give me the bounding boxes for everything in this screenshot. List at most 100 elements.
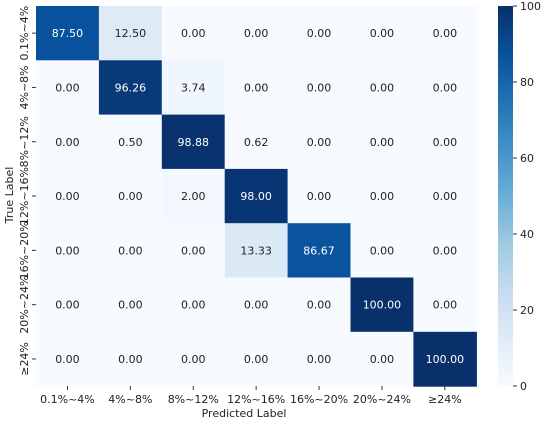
cell-value-label: 0.00 bbox=[370, 81, 395, 94]
cell-value-label: 13.33 bbox=[240, 244, 272, 257]
heatmap-cells: 87.50 12.50 0.00 0.00 0.00 0.00 0.00 0.00 96.26 3… bbox=[36, 6, 477, 387]
heatmap-cell bbox=[98, 168, 163, 224]
heatmap-cell bbox=[287, 60, 352, 116]
cell-value-label: 0.00 bbox=[433, 136, 458, 149]
heatmap-cell bbox=[224, 60, 289, 116]
heatmap-cell bbox=[350, 60, 414, 116]
y-tick-label: 16%~20% bbox=[18, 221, 31, 279]
heatmap-cell bbox=[413, 277, 477, 333]
cell-value-label: 0.00 bbox=[244, 81, 269, 94]
x-axis-ticks: 0.1%~4% 4%~8% 8%~12% 12%~16% 16%~20% 20%~24% ≥… bbox=[40, 386, 462, 406]
heatmap-cell bbox=[413, 331, 477, 387]
cell-value-label: 0.00 bbox=[118, 299, 143, 312]
cell-value-label: 0.00 bbox=[244, 27, 269, 40]
cell-value-label: 0.00 bbox=[370, 244, 395, 257]
cell-value-label: 0.00 bbox=[55, 353, 80, 366]
cell-value-label: 0.00 bbox=[181, 353, 206, 366]
heatmap-cell bbox=[98, 6, 163, 61]
heatmap-cell bbox=[287, 331, 352, 387]
heatmap-cell bbox=[287, 6, 352, 61]
cell-value-label: 0.00 bbox=[433, 27, 458, 40]
y-tick-label: 12%~16% bbox=[18, 167, 31, 225]
heatmap-cell bbox=[36, 331, 100, 387]
colorbar-tick-label: 40 bbox=[520, 228, 534, 241]
heatmap-cell bbox=[413, 6, 477, 61]
heatmap-cell bbox=[161, 277, 226, 333]
cell-value-label: 0.00 bbox=[55, 299, 80, 312]
cell-value-label: 98.88 bbox=[178, 136, 210, 149]
cell-value-label: 0.00 bbox=[307, 136, 332, 149]
y-tick-label: 20%~24% bbox=[18, 276, 31, 334]
cell-value-label: 0.00 bbox=[181, 27, 206, 40]
cell-value-label: 0.00 bbox=[181, 244, 206, 257]
colorbar-tick-label: 60 bbox=[520, 152, 534, 165]
heatmap-cell bbox=[36, 223, 100, 279]
cell-value-label: 0.00 bbox=[433, 244, 458, 257]
heatmap-cell bbox=[350, 114, 414, 170]
heatmap-cell bbox=[36, 277, 100, 333]
heatmap-cell bbox=[224, 6, 289, 61]
x-tick-label: 4%~8% bbox=[108, 393, 152, 406]
colorbar-gradient bbox=[498, 6, 513, 386]
heatmap-cell bbox=[287, 277, 352, 333]
cell-value-label: 0.00 bbox=[55, 81, 80, 94]
y-tick-label: 4%~8% bbox=[18, 65, 31, 109]
heatmap-cell bbox=[161, 6, 226, 61]
cell-value-label: 0.00 bbox=[433, 81, 458, 94]
y-tick-label: ≥24% bbox=[18, 342, 31, 376]
heatmap-cell bbox=[36, 6, 100, 61]
heatmap-cell bbox=[287, 168, 352, 224]
heatmap-cell bbox=[98, 277, 163, 333]
colorbar-tick-label: 100 bbox=[520, 0, 541, 13]
heatmap-cell bbox=[224, 168, 289, 224]
heatmap-cell bbox=[98, 60, 163, 116]
y-axis-title: True Label bbox=[3, 167, 16, 225]
colorbar-tick-label: 0 bbox=[520, 380, 527, 393]
cell-value-label: 0.00 bbox=[181, 299, 206, 312]
x-tick-label: 16%~20% bbox=[290, 393, 348, 406]
cell-value-label: 0.00 bbox=[118, 190, 143, 203]
cell-value-label: 2.00 bbox=[181, 190, 206, 203]
heatmap-cell bbox=[350, 168, 414, 224]
cell-value-label: 0.50 bbox=[118, 136, 143, 149]
cell-value-label: 0.00 bbox=[370, 136, 395, 149]
heatmap-cell bbox=[287, 223, 352, 279]
heatmap-cell bbox=[98, 223, 163, 279]
cell-value-label: 0.00 bbox=[433, 190, 458, 203]
heatmap-cell bbox=[161, 114, 226, 170]
cell-value-label: 0.00 bbox=[370, 27, 395, 40]
cell-value-label: 98.00 bbox=[240, 190, 272, 203]
cell-value-label: 12.50 bbox=[115, 27, 147, 40]
cell-value-label: 100.00 bbox=[426, 353, 465, 366]
heatmap-cell bbox=[287, 114, 352, 170]
y-tick-label: 0.1%~4% bbox=[18, 6, 31, 61]
heatmap-cell bbox=[350, 277, 414, 333]
heatmap-cell bbox=[36, 114, 100, 170]
cell-value-label: 0.00 bbox=[307, 81, 332, 94]
heatmap-cell bbox=[224, 277, 289, 333]
heatmap-cell bbox=[350, 6, 414, 61]
x-tick-label: 12%~16% bbox=[227, 393, 285, 406]
cell-value-label: 100.00 bbox=[363, 299, 402, 312]
cell-value-label: 0.00 bbox=[433, 299, 458, 312]
cell-value-label: 0.00 bbox=[370, 190, 395, 203]
heatmap-cell bbox=[413, 114, 477, 170]
x-tick-label: 20%~24% bbox=[353, 393, 411, 406]
colorbar: 0 20 40 60 80 100 bbox=[498, 0, 541, 393]
x-axis-title: Predicted Label bbox=[202, 407, 287, 420]
colorbar-tick-label: 80 bbox=[520, 76, 534, 89]
cell-value-label: 0.00 bbox=[55, 136, 80, 149]
x-tick-label: 0.1%~4% bbox=[40, 393, 95, 406]
cell-value-label: 0.00 bbox=[118, 244, 143, 257]
cell-value-label: 0.00 bbox=[307, 27, 332, 40]
cell-value-label: 87.50 bbox=[52, 27, 84, 40]
heatmap-cell bbox=[161, 168, 226, 224]
y-axis-ticks: 0.1%~4% 4%~8% 8%~12%12%~16%16%~20%20%~24% ≥… bbox=[18, 6, 36, 376]
heatmap-cell bbox=[224, 114, 289, 170]
heatmap-cell bbox=[36, 168, 100, 224]
heatmap-cell bbox=[350, 331, 414, 387]
x-tick-label: 8%~12% bbox=[168, 393, 219, 406]
colorbar-tick-label: 20 bbox=[520, 304, 534, 317]
heatmap-cell bbox=[413, 223, 477, 279]
